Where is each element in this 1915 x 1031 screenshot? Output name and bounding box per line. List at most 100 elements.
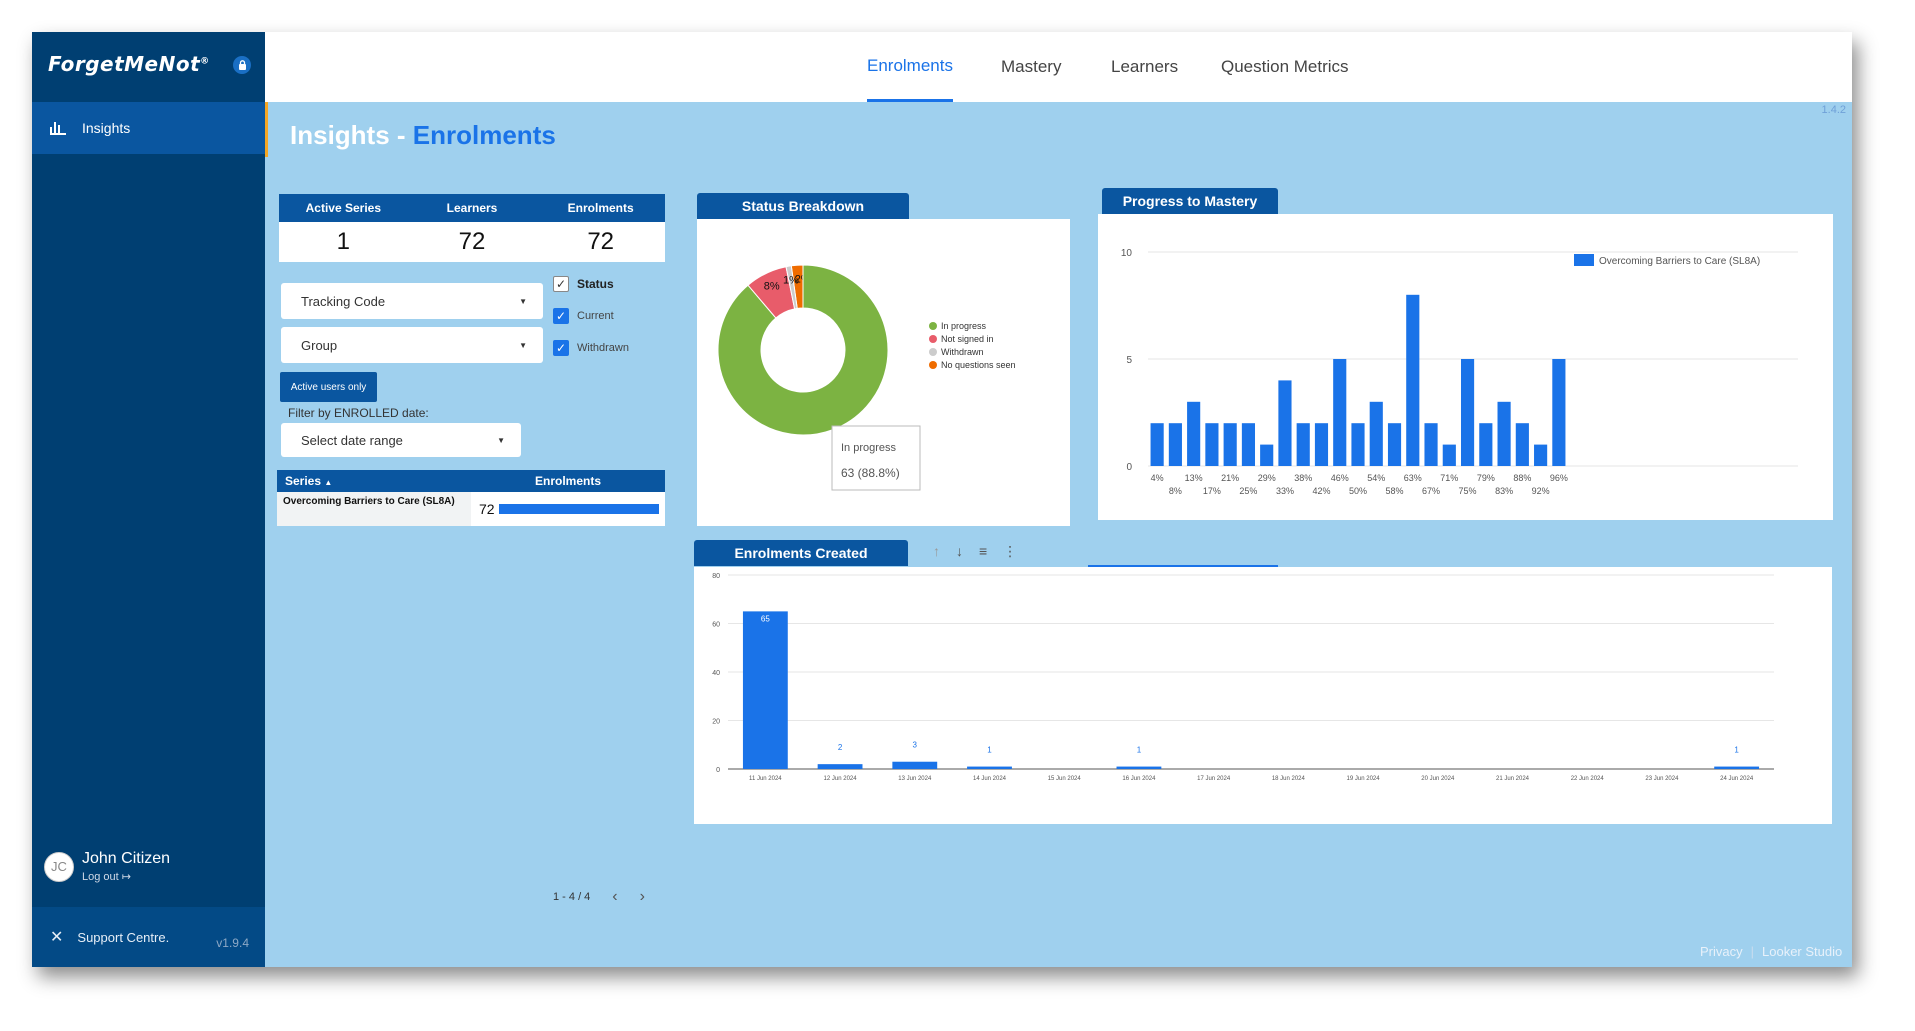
status-filter-current[interactable]: ✓ Current	[553, 308, 614, 324]
bar	[1278, 380, 1292, 466]
logout-icon: ↦	[121, 871, 131, 883]
sort-ascending-icon[interactable]: ↑	[933, 543, 940, 559]
x-tick-label: 4%	[1151, 473, 1164, 483]
bar	[1223, 423, 1237, 466]
sidebar-item-label: Insights	[82, 120, 131, 136]
support-icon: ✕	[50, 929, 64, 946]
legend-label: In progress	[941, 321, 987, 331]
more-options-icon[interactable]: ⋮	[1003, 543, 1018, 559]
bar	[1552, 359, 1566, 466]
legend-label: Withdrawn	[941, 347, 984, 357]
x-tick-label: 63%	[1404, 473, 1422, 483]
x-tick-label: 8%	[1169, 486, 1182, 496]
x-tick-label: 15 Jun 2024	[1048, 776, 1082, 782]
enrolments-created-chart[interactable]: 0 20 40 60 80 65 11 Jun 2024 2 12 Jun 2024 3 13 Ju…	[694, 567, 1832, 824]
legend-swatch	[929, 361, 937, 369]
x-tick-label: 58%	[1386, 486, 1404, 496]
series-table: Series ▲ Enrolments Overcoming Barriers …	[277, 470, 665, 526]
tab-mastery[interactable]: Mastery	[1001, 57, 1062, 76]
enrolments-created-header: Enrolments Created	[694, 540, 908, 566]
y-tick-label: 0	[1126, 462, 1132, 473]
x-tick-label: 20 Jun 2024	[1421, 776, 1455, 782]
x-tick-label: 50%	[1349, 486, 1367, 496]
bar	[1187, 401, 1201, 466]
status-filter-withdrawn[interactable]: ✓ Withdrawn	[553, 340, 629, 356]
footer-divider: |	[1750, 944, 1755, 959]
bar	[1241, 423, 1256, 466]
date-range-picker[interactable]: Select date range ▼	[281, 423, 521, 457]
bar	[1168, 423, 1182, 466]
bar	[1387, 423, 1402, 466]
logout-link[interactable]: Log out ↦	[82, 871, 131, 883]
data-label: 3	[913, 741, 918, 750]
page-title: Insights - Enrolments	[290, 120, 556, 150]
scorecard-header-learners: Learners	[446, 201, 498, 215]
sidebar-item-insights[interactable]: Insights	[32, 102, 265, 154]
tracking-code-dropdown[interactable]: Tracking Code ▼	[281, 283, 543, 319]
checkbox-withdrawn[interactable]: ✓	[553, 340, 569, 356]
status-filter-all[interactable]: ✓ Status	[553, 276, 614, 292]
looker-studio-link[interactable]: Looker Studio	[1762, 944, 1843, 959]
x-tick-label: 21 Jun 2024	[1496, 776, 1530, 782]
progress-to-mastery-chart[interactable]: 0 5 10 4% 8%13%17%21%25%29%33%38%42%46%50%54…	[1098, 214, 1833, 520]
footer-links: Privacy | Looker Studio	[1700, 944, 1842, 959]
x-tick-label: 54%	[1367, 473, 1385, 483]
bar	[892, 761, 938, 769]
caret-down-icon: ▼	[519, 340, 527, 350]
bar	[1442, 444, 1456, 466]
support-centre-link[interactable]: ✕ Support Centre. v1.9.4	[32, 907, 265, 967]
scorecard-value-learners: 72	[458, 228, 486, 255]
lock-icon[interactable]	[233, 56, 251, 74]
y-tick-label: 0	[716, 767, 720, 774]
x-tick-label: 17 Jun 2024	[1197, 776, 1231, 782]
progress-to-mastery-header: Progress to Mastery	[1102, 188, 1278, 214]
chart-toolbar: ↑ ↓ ≡ ⋮	[933, 543, 1017, 560]
pie-slice-in-progress	[717, 264, 889, 436]
pie-slice-label: 8%	[764, 281, 780, 293]
data-label: 1	[987, 746, 992, 755]
x-tick-label: 83%	[1495, 486, 1513, 496]
checkbox-current[interactable]: ✓	[553, 308, 569, 324]
avatar[interactable]: JC	[44, 851, 74, 882]
bar	[1406, 294, 1420, 466]
next-page-icon[interactable]: ›	[639, 888, 645, 905]
legend-label: Not signed in	[941, 334, 994, 344]
pie-slice-withdrawn	[785, 265, 798, 310]
bar	[1314, 423, 1329, 466]
bar	[817, 764, 863, 769]
tooltip-label: In progress	[841, 442, 897, 454]
tab-enrolments[interactable]: Enrolments	[867, 32, 953, 102]
prev-page-icon[interactable]: ‹	[612, 888, 618, 905]
sidebar: ForgetMeNot® Insights JC John Citizen Lo…	[32, 32, 265, 967]
tooltip-box	[831, 425, 921, 491]
x-tick-label: 14 Jun 2024	[973, 776, 1007, 782]
app-logo[interactable]: ForgetMeNot®	[48, 52, 210, 76]
column-header-enrolments[interactable]: Enrolments	[534, 474, 601, 488]
group-dropdown[interactable]: Group ▼	[281, 327, 543, 363]
x-tick-label: 16 Jun 2024	[1122, 776, 1156, 782]
tab-learners[interactable]: Learners	[1111, 57, 1179, 76]
support-label: Support Centre.	[77, 929, 170, 945]
status-label: Status	[577, 277, 614, 291]
x-tick-label: 92%	[1532, 486, 1550, 496]
app-version: v1.9.4	[216, 936, 249, 950]
bar	[1424, 423, 1438, 466]
y-tick-label: 20	[712, 719, 720, 726]
scorecard-value-enrolments: 72	[587, 228, 615, 255]
active-users-only-button[interactable]: Active users only	[280, 372, 377, 402]
table-row[interactable]: Overcoming Barriers to Care (SL8A) 72	[277, 492, 665, 526]
withdrawn-label: Withdrawn	[577, 342, 629, 354]
legend-swatch	[929, 322, 937, 330]
privacy-link[interactable]: Privacy	[1700, 944, 1743, 959]
column-header-series[interactable]: Series ▲	[285, 474, 333, 488]
x-tick-label: 22 Jun 2024	[1571, 776, 1605, 782]
filter-icon[interactable]: ≡	[979, 543, 988, 559]
status-breakdown-card: 2.2% 8% 1% In progress Not signed in Withdraw…	[697, 219, 1070, 526]
checkbox-status[interactable]: ✓	[553, 276, 569, 292]
sort-descending-icon[interactable]: ↓	[956, 543, 963, 559]
tab-question-metrics[interactable]: Question Metrics	[1221, 57, 1349, 76]
scorecard-header-active-series: Active Series	[305, 201, 382, 215]
bar	[1479, 423, 1493, 466]
bar	[742, 611, 788, 769]
